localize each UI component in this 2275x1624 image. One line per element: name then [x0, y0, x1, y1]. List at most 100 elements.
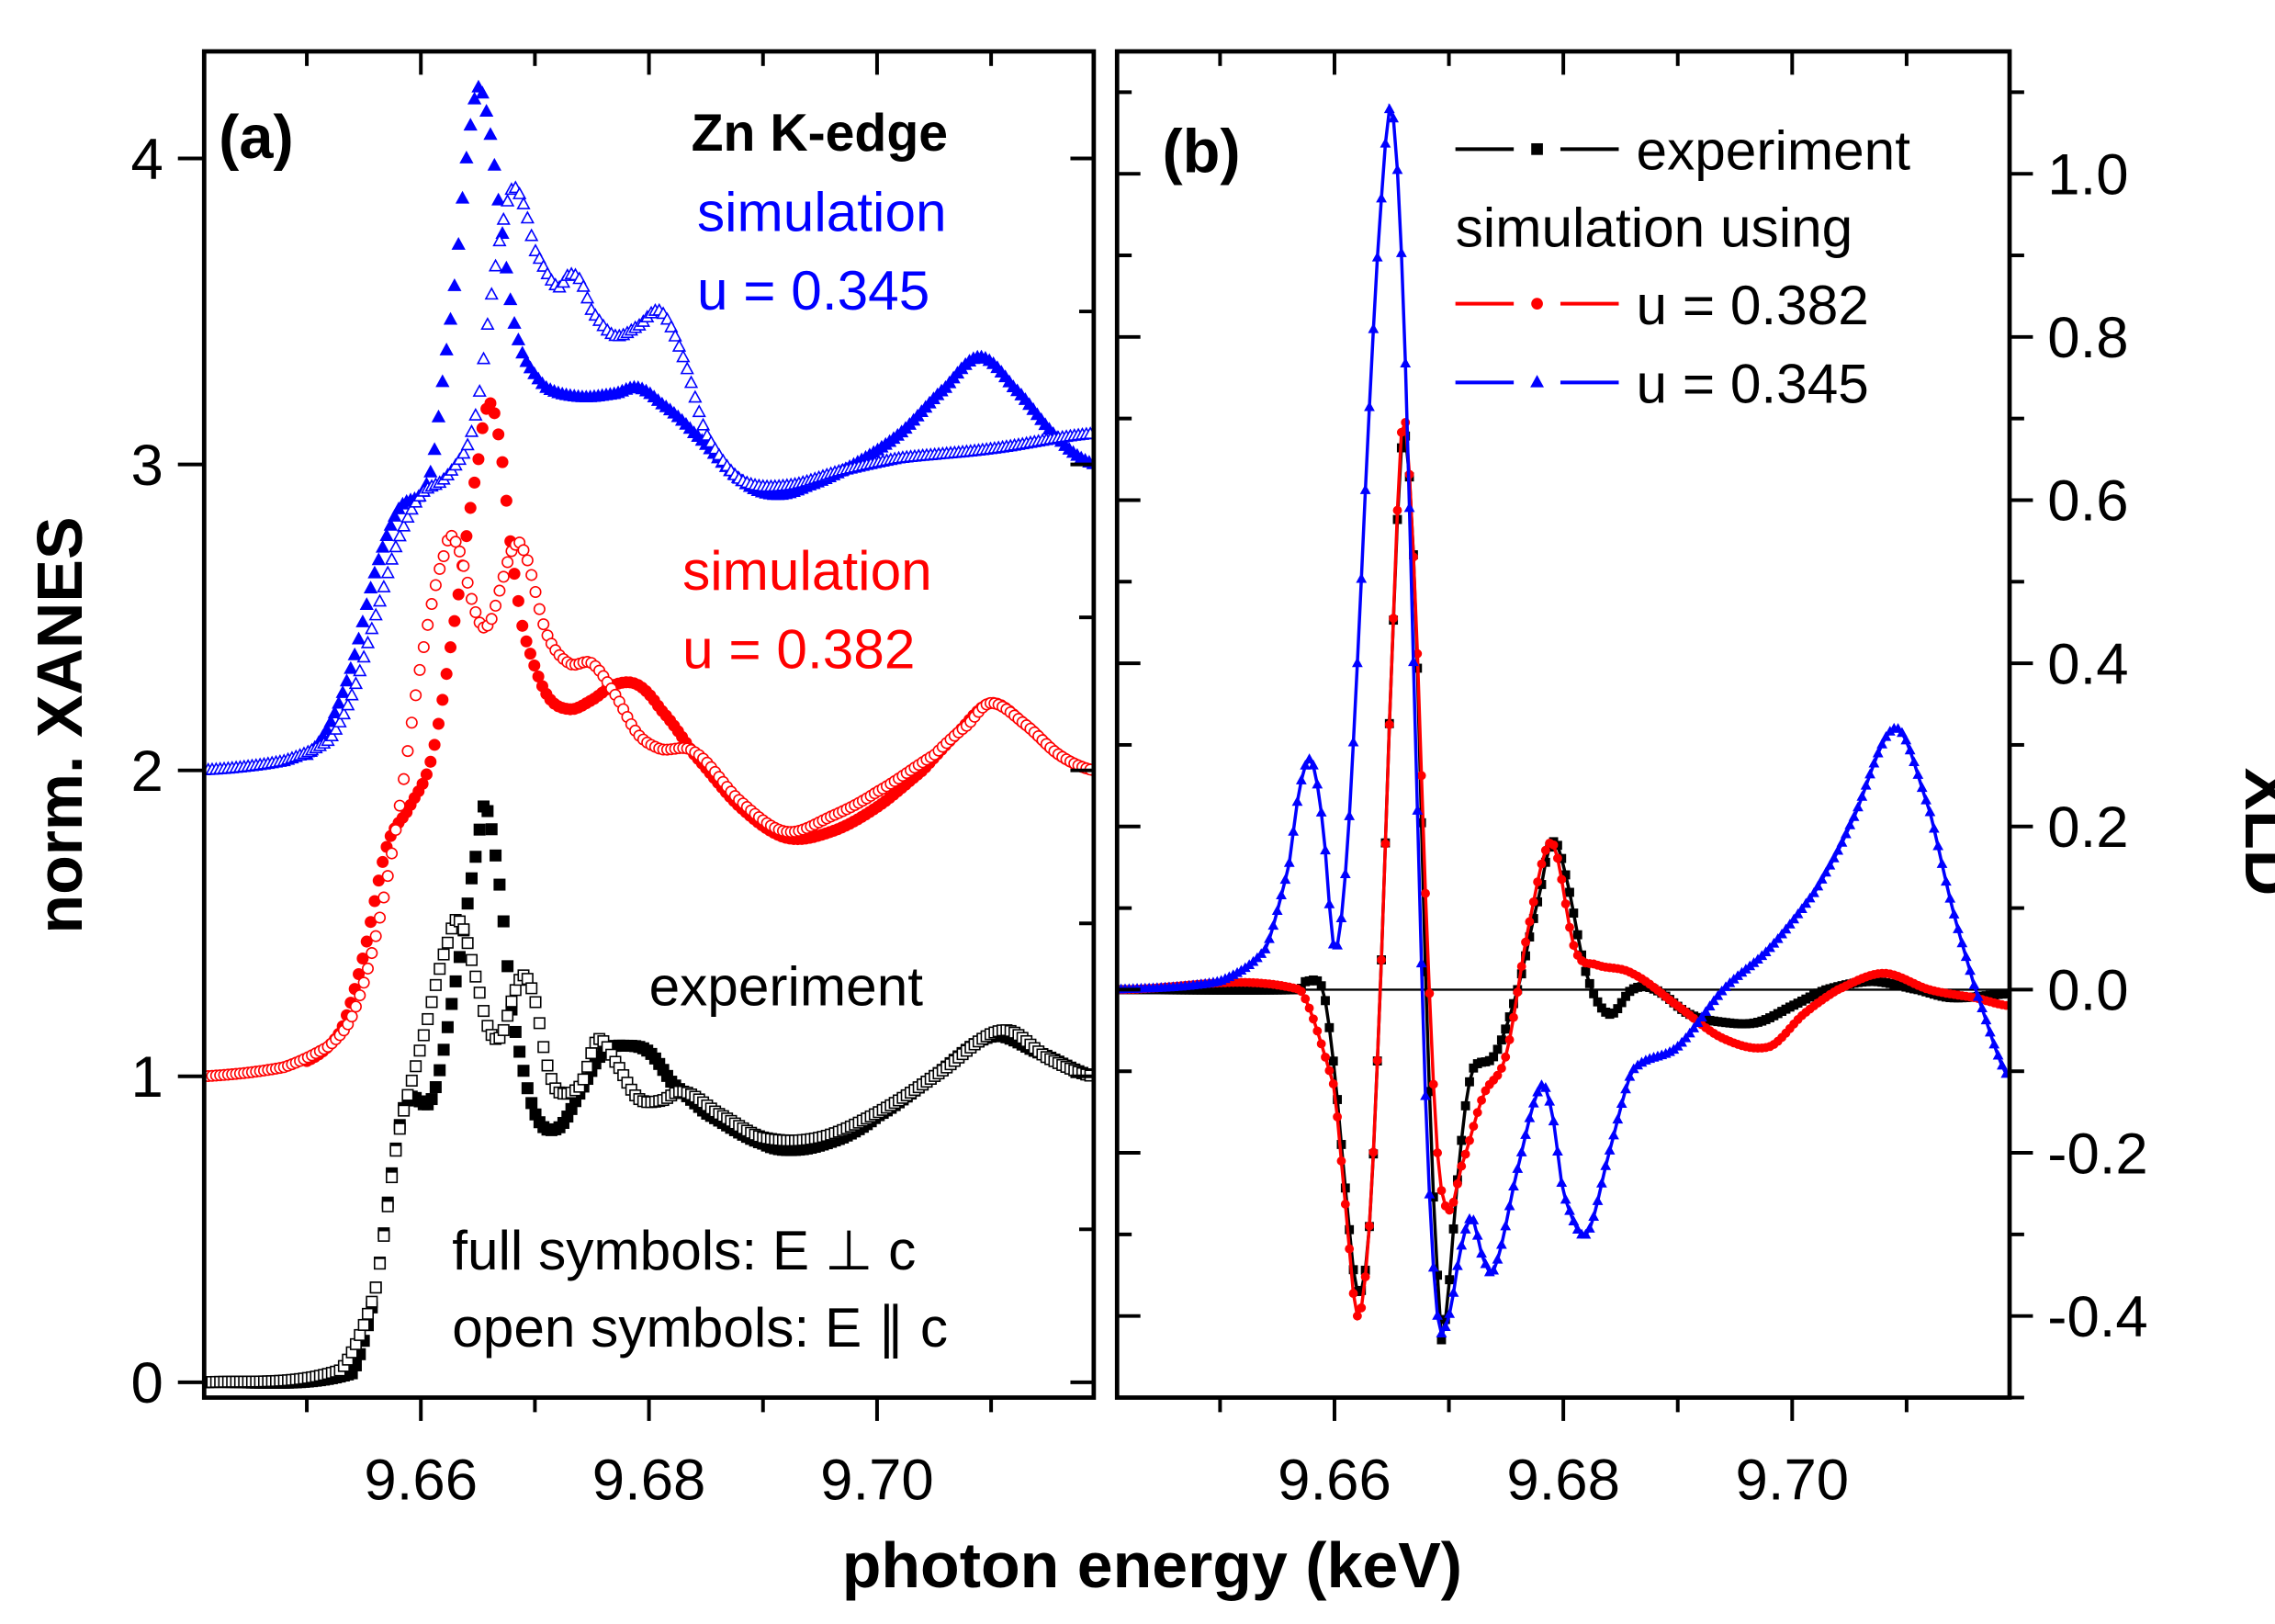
triangle-marker: [1439, 1321, 1451, 1332]
annot-blue-u: u = 0.345: [697, 259, 929, 321]
triangle-marker: [1539, 1082, 1551, 1092]
triangle-marker: [1812, 880, 1824, 891]
square-marker: [533, 1017, 546, 1030]
triangle-marker: [1804, 892, 1816, 903]
triangle-marker: [472, 384, 487, 397]
y-tick-label: 4: [131, 128, 163, 192]
triangle-marker: [451, 236, 466, 250]
square-marker: [501, 1009, 514, 1022]
square-marker: [377, 1229, 390, 1242]
y-tick-label: 1.0: [2047, 142, 2128, 207]
triangle-marker: [372, 593, 388, 607]
circle-marker: [528, 659, 541, 672]
circle-marker: [1365, 1221, 1374, 1231]
circle-marker: [1521, 937, 1530, 947]
square-marker: [381, 1200, 394, 1212]
y-tick-label: 0.2: [2047, 795, 2128, 860]
square-marker: [465, 953, 478, 966]
square-marker: [1569, 908, 1579, 918]
circle-marker: [508, 568, 521, 581]
circle-marker: [525, 569, 538, 581]
circle-marker: [425, 598, 438, 611]
triangle-marker: [1932, 840, 1944, 851]
triangle-marker: [695, 417, 711, 431]
square-marker: [473, 987, 486, 999]
panel-b-xld: 9.66 9.68 9.70 -0.4 -0.2 0.0 0.2 0.4 0.6 0.8 1.0: [1114, 49, 2148, 1513]
square-marker: [369, 1281, 382, 1294]
circle-marker: [476, 422, 489, 434]
triangle-marker: [380, 565, 395, 579]
triangle-marker: [1696, 1011, 1707, 1021]
circle-marker: [1540, 845, 1550, 855]
triangle-marker: [516, 196, 531, 209]
triangle-marker: [1383, 103, 1395, 114]
triangle-marker: [524, 228, 539, 242]
square-marker: [366, 1295, 378, 1308]
annot-red-u: u = 0.382: [682, 618, 915, 681]
triangle-marker: [1532, 1086, 1543, 1097]
triangle-marker: [1848, 811, 1860, 821]
annot-red-title: simulation: [682, 539, 932, 602]
square-marker: [1496, 1035, 1506, 1045]
circle-marker: [1333, 1111, 1343, 1122]
circle-marker: [349, 1000, 362, 1013]
triangle-marker: [1688, 1022, 1700, 1032]
triangle-marker: [356, 649, 371, 663]
triangle-marker: [511, 332, 526, 345]
triangle-marker: [1339, 868, 1351, 878]
triangle-marker: [492, 233, 507, 247]
triangle-marker: [1600, 1160, 1612, 1170]
square-marker: [441, 936, 454, 949]
square-marker: [2001, 989, 2010, 998]
legend-header: simulation using: [1456, 197, 1853, 259]
triangle-marker: [1300, 760, 1312, 770]
circle-marker: [472, 453, 485, 466]
triangle-marker: [431, 409, 446, 423]
triangle-marker: [1972, 990, 1984, 1001]
triangle-marker: [468, 407, 483, 421]
y-tick-label: 2: [131, 739, 163, 804]
triangle-marker: [1820, 866, 1831, 877]
triangle-marker: [1564, 1204, 1575, 1215]
circle-marker: [1560, 899, 1571, 908]
square-marker: [354, 1328, 366, 1341]
triangle-marker: [455, 190, 470, 204]
square-marker: [509, 1025, 522, 1038]
circle-marker: [501, 556, 514, 569]
circle-marker: [1368, 1147, 1379, 1157]
triangle-marker: [1279, 874, 1291, 885]
circle-marker: [429, 579, 442, 592]
square-marker: [453, 951, 466, 964]
triangle-marker: [1427, 1261, 1439, 1272]
x-tick-label: 9.68: [1506, 1449, 1620, 1513]
circle-marker: [485, 613, 498, 626]
triangle-marker: [1708, 995, 1719, 1006]
circle-marker: [377, 891, 390, 904]
circle-marker: [1557, 874, 1567, 885]
triangle-marker: [580, 290, 595, 304]
triangle-marker: [1616, 1098, 1627, 1109]
square-marker: [425, 1093, 438, 1106]
triangle-marker: [1315, 806, 1327, 817]
triangle-marker: [1604, 1145, 1616, 1155]
triangle-marker: [1712, 989, 1724, 1000]
triangle-marker: [484, 287, 499, 300]
triangle-marker: [389, 539, 403, 553]
square-marker: [445, 998, 458, 1010]
circle-marker: [461, 576, 474, 589]
legend-entry-u345: u = 0.345: [1637, 353, 1869, 415]
circle-marker: [1421, 888, 1430, 898]
triangle-marker: [1788, 913, 1800, 924]
y-axis-label-a: norm. XANES: [24, 516, 96, 933]
triangle-marker: [1844, 819, 1856, 829]
square-marker: [374, 1257, 387, 1270]
triangle-marker: [1371, 251, 1383, 262]
triangle-marker: [1524, 1111, 1536, 1122]
circle-marker: [517, 544, 530, 557]
triangle-marker: [435, 374, 450, 388]
y-axis-label-b: XLD: [2232, 768, 2275, 897]
circle-marker: [386, 847, 399, 860]
square-marker: [410, 1060, 422, 1073]
triangle-marker: [556, 275, 571, 288]
circle-marker: [1504, 1035, 1515, 1044]
